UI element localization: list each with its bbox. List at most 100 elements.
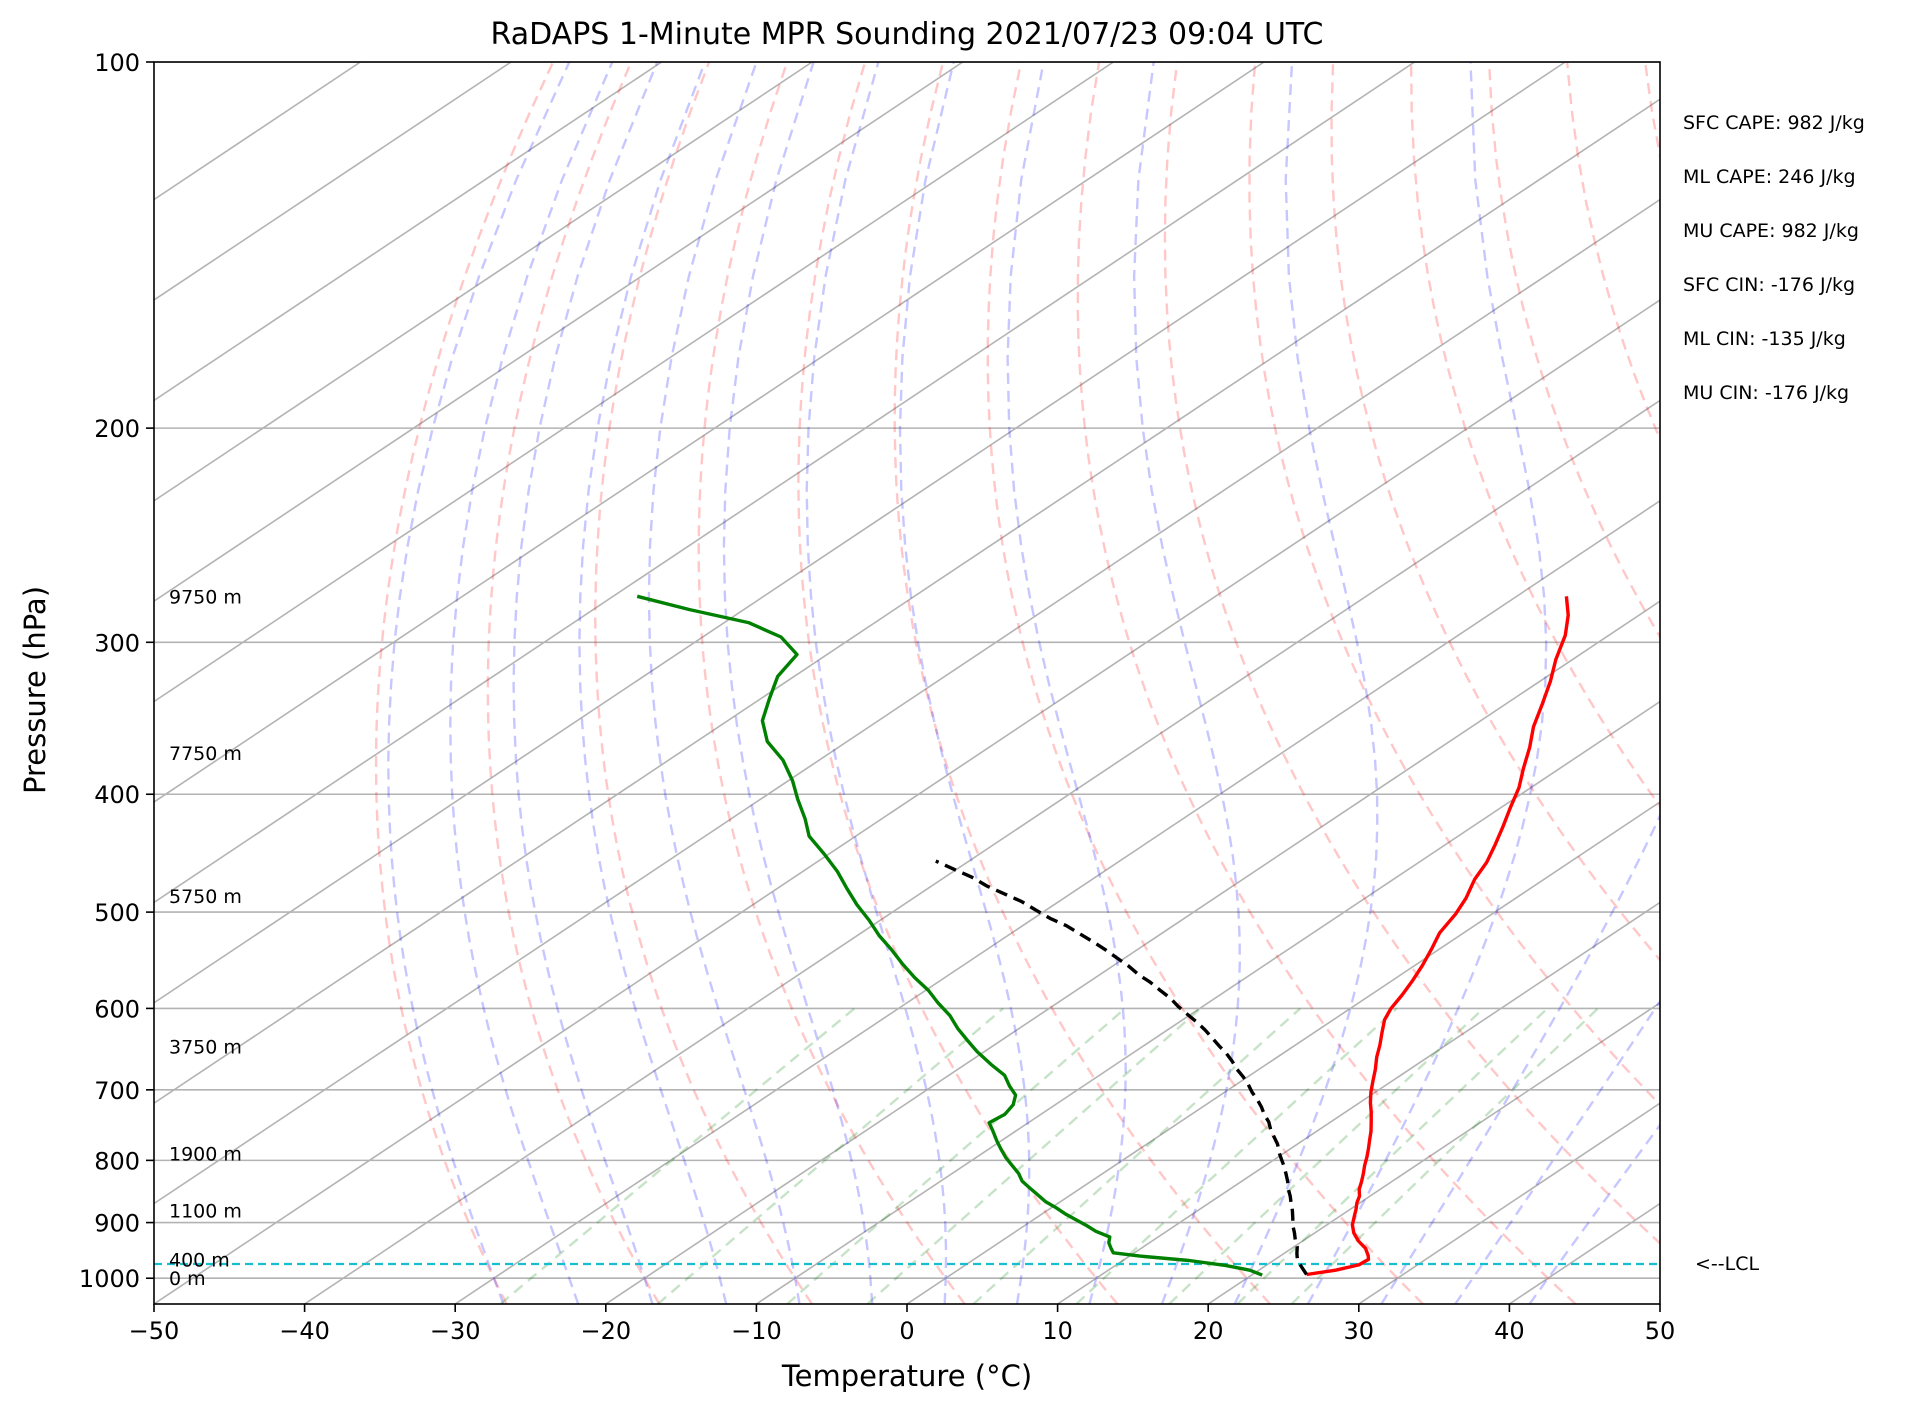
dry-adiabat-line: [1248, 62, 1660, 1107]
isotherm-line: [154, 62, 361, 201]
background-lines: [154, 62, 1911, 1304]
dry-adiabat-line: [1076, 62, 1577, 1304]
x-tick-label: −10: [731, 1317, 782, 1345]
moist-adiabat-line: [387, 62, 571, 1304]
lcl-label: <--LCL: [1695, 1253, 1759, 1275]
isotherm-line: [154, 62, 1114, 703]
x-tick-label: −20: [580, 1317, 631, 1345]
y-tick-label: 900: [94, 1210, 140, 1238]
dry-adiabat-line: [486, 62, 661, 1304]
dry-adiabat-line: [1801, 62, 1911, 1304]
isotherm-line: [154, 62, 1416, 904]
isotherm-line: [304, 399, 1660, 1304]
height-label: 1100 m: [169, 1201, 242, 1223]
isotherm-line: [454, 499, 1660, 1304]
isotherm-line: [1659, 1303, 1660, 1304]
isotherm-line: [1508, 1202, 1660, 1304]
dry-adiabat-line: [1723, 62, 1911, 1304]
moist-adiabat-line: [1006, 62, 1127, 1304]
stat-annotation: ML CIN: -135 J/kg: [1683, 328, 1846, 350]
mixing-ratio-line: [657, 1007, 1004, 1304]
moist-adiabat-line: [1306, 62, 1548, 1304]
height-labels: 9750 m 7750 m 5750 m 3750 m 1900 m 1100 m 400 …: [169, 586, 242, 1290]
y-axis-label: Pressure (hPa): [18, 586, 52, 794]
dewpoint-line: [636, 594, 1263, 1277]
x-tick-label: 20: [1193, 1317, 1224, 1345]
isotherm-line: [1057, 901, 1660, 1304]
isotherm-line: [154, 62, 813, 502]
chart-title: RaDAPS 1-Minute MPR Sounding 2021/07/23 …: [491, 17, 1324, 52]
x-tick-label: 40: [1494, 1317, 1525, 1345]
isotherm-line: [154, 198, 1660, 1205]
y-tick-label: 800: [94, 1147, 140, 1175]
dry-adiabat-line: [1879, 62, 1911, 1304]
moist-adiabat-line: [578, 62, 728, 1304]
isotherm-line: [154, 62, 1566, 1004]
isotherm-line: [154, 98, 1660, 1105]
isotherm-line: [154, 299, 1660, 1304]
moist-adiabat-line: [449, 62, 614, 1304]
sounding-lines: [154, 594, 1660, 1277]
y-tick-label: 1000: [79, 1265, 140, 1293]
x-tick-label: −50: [129, 1317, 180, 1345]
dry-adiabat-line: [594, 62, 813, 1304]
dry-adiabat-line: [797, 62, 1119, 1304]
moist-adiabat-line: [647, 62, 801, 1304]
moist-adiabat-line: [1454, 999, 1660, 1304]
x-tick-label: 50: [1645, 1317, 1676, 1345]
y-tick-label: 200: [94, 415, 140, 443]
isotherm-line: [755, 700, 1660, 1304]
isotherm-line: [154, 62, 663, 402]
mixing-ratio-line: [1168, 1007, 1485, 1304]
moist-adiabat-line: [1233, 62, 1379, 1304]
dry-adiabat-line: [1565, 62, 1660, 442]
y-tick-label: 100: [94, 49, 140, 77]
moist-adiabat-line: [805, 62, 948, 1304]
y-tick-label: 500: [94, 899, 140, 927]
stat-annotation: SFC CIN: -176 J/kg: [1683, 274, 1855, 296]
dry-adiabat-line: [1330, 62, 1660, 962]
isotherm-line: [605, 600, 1660, 1304]
x-tick-label: −30: [430, 1317, 481, 1345]
mixing-ratio-line: [786, 1007, 1126, 1304]
height-label: 9750 m: [169, 586, 242, 608]
y-tick-label: 700: [94, 1077, 140, 1105]
x-axis-label: Temperature (°C): [781, 1359, 1032, 1393]
isotherm-line: [1207, 1001, 1660, 1304]
x-tick-label: 10: [1042, 1317, 1073, 1345]
isotherm-line: [154, 62, 1265, 803]
x-tick-label: 0: [899, 1317, 914, 1345]
stat-annotation: ML CAPE: 246 J/kg: [1683, 166, 1856, 188]
dry-adiabat-line: [374, 62, 555, 1304]
stats-annotations: SFC CAPE: 982 J/kg ML CAPE: 246 J/kg MU CA…: [1683, 112, 1865, 404]
dry-adiabat-line: [893, 62, 1272, 1304]
axis-ticks: −50 −40 −30 −20 −10 0 10 20 30 40 50 100 200 300 400 50…: [79, 49, 1675, 1345]
moist-adiabat-line: [722, 62, 874, 1304]
x-tick-label: 30: [1344, 1317, 1375, 1345]
parcel-profile-line: [935, 859, 1309, 1276]
stat-annotation: MU CIN: -176 J/kg: [1683, 382, 1849, 404]
isotherm-line: [1358, 1102, 1660, 1304]
y-tick-label: 600: [94, 995, 140, 1023]
dry-adiabat-line: [697, 62, 966, 1304]
height-label: 3750 m: [169, 1037, 242, 1059]
height-label: 5750 m: [169, 886, 242, 908]
height-label: 400 m: [169, 1249, 230, 1271]
stat-annotation: MU CAPE: 982 J/kg: [1683, 220, 1859, 242]
isotherm-line: [154, 62, 512, 301]
stat-annotation: SFC CAPE: 982 J/kg: [1683, 112, 1865, 134]
isotherm-line: [906, 801, 1660, 1304]
moist-adiabat-line: [1380, 812, 1660, 1304]
moist-adiabat-line: [512, 62, 659, 1304]
dry-adiabat-line: [1643, 62, 1660, 162]
moist-adiabat-line: [898, 62, 1031, 1304]
y-tick-label: 400: [94, 781, 140, 809]
dry-adiabat-line: [986, 62, 1424, 1304]
temperature-line: [1306, 596, 1570, 1277]
dry-adiabat-line: [1163, 62, 1660, 1245]
height-label: 0 m: [169, 1268, 206, 1290]
y-tick-label: 300: [94, 629, 140, 657]
x-tick-label: −40: [279, 1317, 330, 1345]
dry-adiabat-line: [1487, 62, 1660, 640]
